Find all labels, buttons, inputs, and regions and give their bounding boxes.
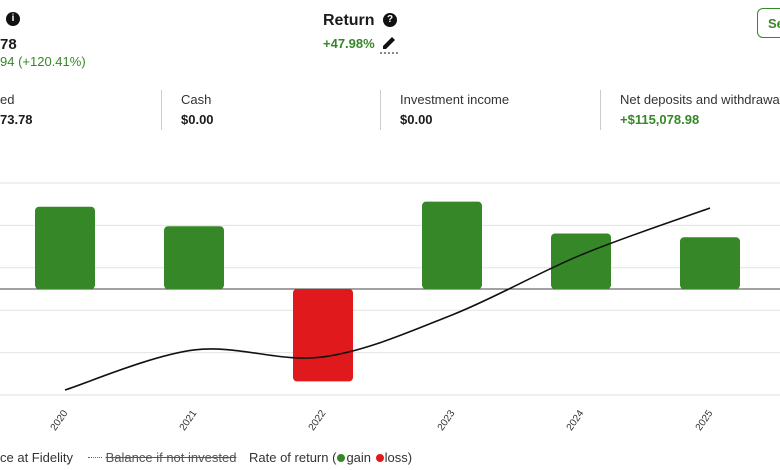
edit-icon[interactable]: [380, 33, 398, 55]
balance-change: 94 (+120.41%): [0, 54, 86, 69]
separator: [600, 90, 601, 130]
legend-swatch: [88, 457, 102, 458]
bar: [422, 201, 482, 289]
stat-value: 73.78: [0, 112, 33, 127]
bar: [680, 237, 740, 289]
legend-label: gain: [346, 450, 372, 465]
bar: [551, 233, 611, 289]
x-tick-label: 2022: [307, 408, 329, 433]
stat-label: Investment income: [400, 92, 510, 107]
x-tick-label: 2023: [436, 408, 458, 433]
line: [64, 207, 711, 391]
help-icon[interactable]: ?: [383, 13, 397, 27]
legend-swatch: [375, 454, 384, 462]
stat-label: Net deposits and withdrawa: [620, 92, 780, 107]
button[interactable]: Se: [757, 8, 780, 38]
legend-item[interactable]: Balance if not invested: [88, 450, 236, 465]
stat-value: $0.00: [400, 112, 433, 127]
stat-label: ed: [0, 92, 15, 107]
legend-label: Rate of return (: [249, 450, 337, 465]
legend-label: loss): [384, 450, 413, 465]
x-tick-label: 2024: [565, 408, 587, 433]
x-tick-label: 2021: [178, 408, 200, 433]
legend-item: Rate of return ( gain loss): [249, 450, 412, 465]
x-tick-label: 2025: [694, 408, 716, 433]
bar: [164, 226, 224, 289]
bar: [293, 289, 353, 382]
info-icon[interactable]: i: [6, 12, 20, 26]
return-value: +47.98%: [323, 36, 375, 51]
legend-swatch: [337, 454, 346, 462]
stat-value: +$115,078.98: [620, 112, 700, 127]
chart: 2020 2021 2022 2023 2024 2025: [0, 182, 780, 433]
separator: [380, 90, 381, 130]
stat-value: $0.00: [181, 112, 214, 127]
bar: [35, 206, 95, 289]
legend-item: ce at Fidelity: [0, 450, 73, 465]
legend-label: Balance if not invested: [105, 450, 237, 465]
balance-value: 78: [0, 36, 17, 53]
separator: [161, 90, 162, 130]
x-tick-label: 2020: [49, 408, 71, 433]
return-title: Return: [323, 12, 375, 29]
stat-label: Cash: [181, 92, 212, 107]
